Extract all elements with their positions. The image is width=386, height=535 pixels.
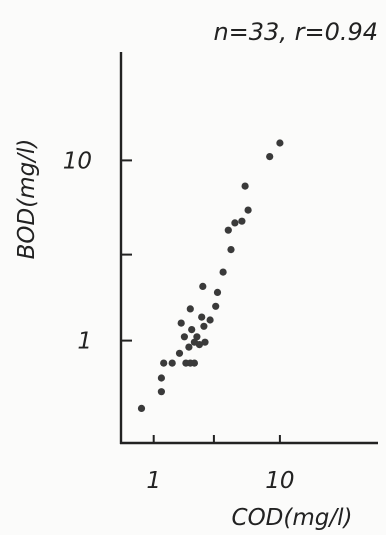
y-tick-label: 10: [63, 148, 92, 174]
data-point: [213, 288, 222, 296]
data-point: [201, 338, 209, 346]
data-point: [193, 333, 201, 341]
data-point: [276, 139, 284, 147]
x-tick-label: 1: [146, 468, 161, 494]
data-point: [244, 206, 252, 214]
y-tick-label: 1: [77, 329, 92, 355]
x-tick-label: 10: [265, 468, 294, 494]
data-point: [266, 153, 274, 161]
data-point: [160, 359, 168, 367]
data-point: [206, 316, 214, 324]
data-points: [137, 139, 284, 412]
data-point: [238, 217, 246, 225]
data-point: [168, 359, 176, 367]
data-point: [177, 319, 185, 327]
data-point: [212, 302, 220, 310]
data-point: [157, 388, 165, 396]
data-point: [180, 333, 188, 341]
data-point: [219, 268, 227, 276]
data-point: [227, 246, 235, 254]
data-point: [224, 226, 232, 234]
data-point: [185, 343, 193, 351]
data-point: [231, 219, 239, 227]
data-point: [195, 341, 203, 349]
y-axis-title: BOD(mg/l): [14, 139, 40, 260]
data-point: [241, 182, 249, 190]
data-point: [188, 326, 196, 334]
y-axis-ticks: 1 10: [63, 148, 132, 355]
data-point: [199, 282, 207, 290]
data-point: [137, 404, 146, 412]
data-point: [200, 322, 208, 330]
x-axis-ticks: 1 10: [146, 435, 295, 494]
data-point: [186, 305, 194, 313]
sample-statistics-annotation: n=33, r=0.94: [213, 18, 378, 46]
x-axis-title: COD(mg/l): [232, 505, 353, 531]
data-point: [198, 313, 206, 321]
data-point: [190, 359, 198, 367]
data-point: [157, 374, 165, 382]
data-point: [175, 349, 184, 357]
